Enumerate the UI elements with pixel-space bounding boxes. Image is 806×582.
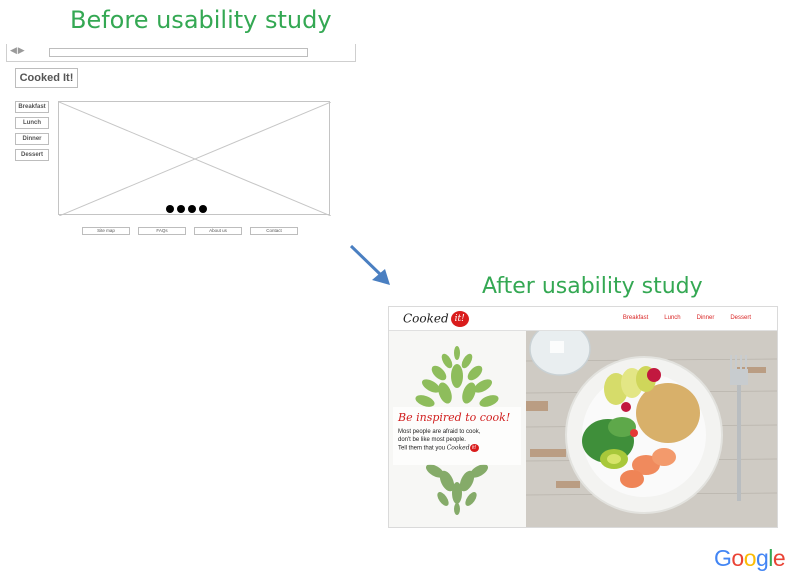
wireframe-menu-lunch[interactable]: Lunch [15, 117, 49, 129]
food-photo [525, 322, 777, 527]
after-heading: After usability study [482, 274, 703, 299]
google-logo-letter: G [714, 545, 732, 571]
nav-dinner[interactable]: Dinner [696, 315, 715, 321]
nav-lunch[interactable]: Lunch [664, 315, 681, 321]
footer-faqs[interactable]: FAQs [138, 227, 186, 235]
wireframe-hero-image-placeholder [58, 101, 331, 216]
google-logo-letter: o [731, 545, 744, 571]
nav-dessert[interactable]: Dessert [730, 315, 751, 321]
food-plate-image [525, 322, 777, 527]
google-logo-letter: l [768, 545, 773, 571]
hero-tagline: Be inspired to cook! [398, 411, 511, 424]
wireframe-footer: Site map FAQs About us Contact [82, 227, 298, 235]
before-heading: Before usability study [70, 6, 332, 34]
mockup-homepage: Cooked it! Breakfast Lunch Dinner Dessert [388, 306, 778, 528]
inline-logo-text: Cooked [446, 444, 470, 452]
google-logo-letter: o [743, 545, 757, 571]
inline-logo-badge-icon: it! [469, 444, 479, 452]
footer-about-us[interactable]: About us [194, 227, 242, 235]
carousel-dot[interactable] [177, 205, 185, 213]
carousel-dot[interactable] [199, 205, 207, 213]
footer-contact[interactable]: Contact [250, 227, 298, 235]
mockup-hero: Be inspired to cook! Most people are afr… [389, 322, 777, 527]
carousel-dot[interactable] [166, 205, 174, 213]
google-logo-letter: e [772, 545, 786, 571]
mockup-nav: Breakfast Lunch Dinner Dessert [623, 315, 751, 321]
wireframe-menu-dinner[interactable]: Dinner [15, 133, 49, 145]
hero-copy-line: don't be like most people. [398, 437, 466, 443]
greenery-panel: Be inspired to cook! Most people are afr… [389, 331, 526, 527]
wireframe-menu-breakfast[interactable]: Breakfast [15, 101, 49, 113]
wireframe-logo[interactable]: Cooked It! [15, 68, 78, 88]
greenery-leaves-image [415, 346, 499, 515]
hero-text-box: Be inspired to cook! Most people are afr… [393, 407, 521, 465]
google-logo: Google [714, 545, 786, 572]
address-bar[interactable] [49, 48, 308, 57]
footer-site-map[interactable]: Site map [82, 227, 130, 235]
placeholder-cross-icon [59, 102, 331, 216]
wireframe-menu: Breakfast Lunch Dinner Dessert [15, 101, 49, 165]
hero-copy: Most people are afraid to cook, don't be… [398, 428, 516, 453]
carousel-dot[interactable] [188, 205, 196, 213]
logo-badge-icon: it! [450, 311, 469, 327]
back-forward-icon[interactable]: ◀ ▶ [10, 46, 25, 56]
carousel-dots [166, 205, 207, 213]
hero-copy-text: Tell them that you [398, 445, 446, 452]
mockup-logo-text: Cooked [403, 311, 449, 326]
hero-copy-line: Tell them that you Cooked it! [398, 444, 516, 453]
google-logo-letter: g [755, 545, 769, 571]
wireframe-browser-bar: ◀ ▶ [6, 44, 356, 62]
mockup-logo[interactable]: Cooked it! [403, 311, 469, 327]
nav-breakfast[interactable]: Breakfast [622, 315, 649, 321]
mockup-header: Cooked it! Breakfast Lunch Dinner Dessert [389, 307, 777, 331]
wireframe-menu-dessert[interactable]: Dessert [15, 149, 49, 161]
hero-copy-line: Most people are afraid to cook, [398, 429, 481, 435]
arrow-down-right-icon [349, 244, 390, 285]
